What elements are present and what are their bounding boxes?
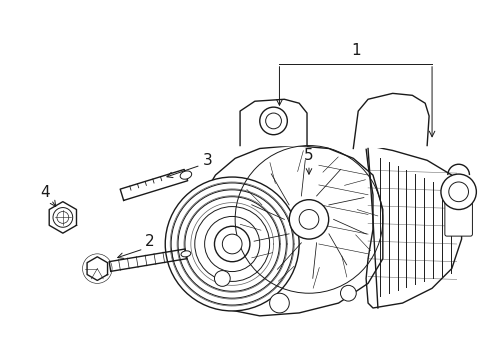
Circle shape xyxy=(204,216,259,271)
Text: 2: 2 xyxy=(144,234,154,248)
Polygon shape xyxy=(49,202,76,233)
Text: 5: 5 xyxy=(304,148,313,163)
Text: 4: 4 xyxy=(40,185,50,200)
Circle shape xyxy=(265,113,281,129)
Circle shape xyxy=(222,234,242,254)
Circle shape xyxy=(440,174,475,210)
Polygon shape xyxy=(109,249,186,271)
Circle shape xyxy=(214,271,230,286)
Text: 3: 3 xyxy=(203,153,212,168)
Circle shape xyxy=(269,293,289,313)
Circle shape xyxy=(53,208,73,227)
Polygon shape xyxy=(120,170,187,201)
Ellipse shape xyxy=(181,251,190,257)
Circle shape xyxy=(171,183,293,305)
Polygon shape xyxy=(87,257,107,280)
Circle shape xyxy=(214,226,249,262)
Circle shape xyxy=(57,212,69,223)
Circle shape xyxy=(82,254,112,283)
Text: 1: 1 xyxy=(351,42,360,58)
Polygon shape xyxy=(200,145,382,316)
Circle shape xyxy=(165,177,299,311)
Polygon shape xyxy=(240,99,306,145)
Circle shape xyxy=(184,197,279,291)
Circle shape xyxy=(289,200,328,239)
Polygon shape xyxy=(352,93,428,148)
Circle shape xyxy=(340,285,356,301)
Polygon shape xyxy=(366,145,461,308)
Circle shape xyxy=(194,207,269,282)
Circle shape xyxy=(178,190,286,298)
Ellipse shape xyxy=(180,171,191,179)
Circle shape xyxy=(259,107,287,135)
Circle shape xyxy=(299,210,318,229)
FancyBboxPatch shape xyxy=(444,193,471,236)
Circle shape xyxy=(448,182,468,202)
